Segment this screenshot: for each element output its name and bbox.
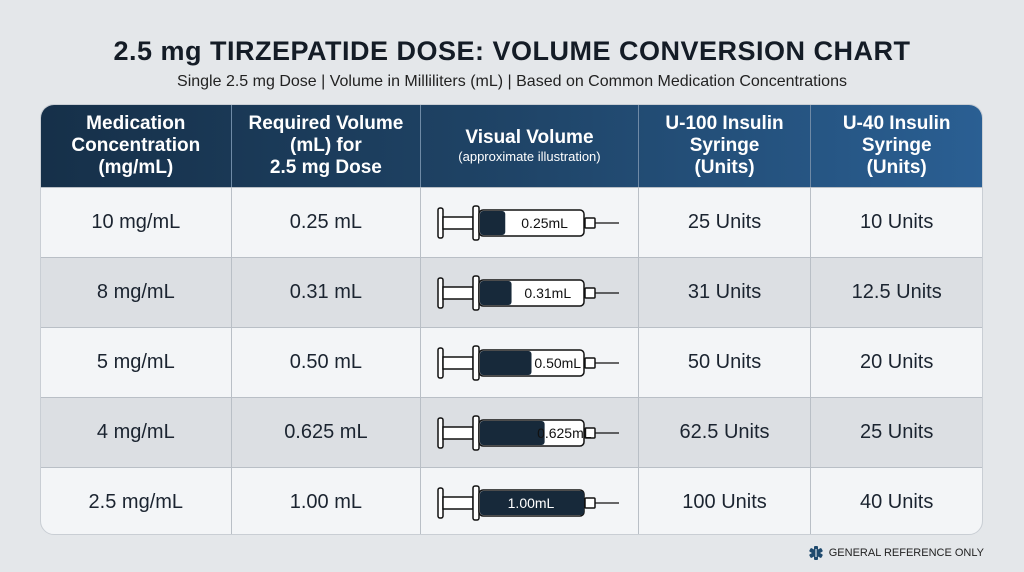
syringe-label: 0.31mL [525, 285, 572, 301]
concentration-cell: 5 mg/mL [41, 328, 232, 397]
syringe-fill [480, 280, 513, 305]
syringe-label: 0.25mL [522, 215, 569, 231]
volume-cell: 0.50 mL [232, 328, 422, 397]
visual-volume-cell: 0.625mL [421, 398, 639, 467]
u40-cell: 10 Units [859, 211, 934, 233]
syringe-label: 1.00mL [508, 495, 555, 511]
syringe-icon: 1.00mL [437, 484, 620, 521]
volume-cell: 1.00 mL [232, 468, 422, 534]
concentration-cell: 10 mg/mL [41, 188, 232, 257]
syringe-fill [480, 420, 546, 445]
page-title: 2.5 mg TIRZEPATIDE DOSE: VOLUME CONVERSI… [113, 36, 911, 66]
table-row: 8 mg/mL 0.31 mL 0.31mL 31 Units 12.5 Units [41, 257, 982, 327]
syringe-fill [480, 210, 506, 235]
medical-star-icon [809, 546, 823, 560]
disclaimer: GENERAL REFERENCE ONLY [808, 545, 984, 561]
syringe-label: 0.625mL [538, 425, 593, 441]
visual-volume-cell: 1.00mL [421, 468, 639, 534]
concentration-cell: 4 mg/mL [41, 398, 232, 467]
visual-volume-cell: 0.50mL [421, 328, 639, 397]
table-row: 2.5 mg/mL 1.00 mL 1.00mL 100 Units 40 Units [41, 467, 982, 534]
header-concentration: Medication Concentration (mg/mL) [41, 105, 232, 187]
volume-cell: 0.625 mL [232, 398, 422, 467]
syringe-icon: 0.25mL [437, 204, 620, 241]
volume-cell: 0.31 mL [232, 258, 422, 327]
u40-cell: 12.5 Units [851, 281, 942, 303]
u40-cell: 20 Units [859, 351, 934, 373]
u100-cell: 62.5 Units [639, 398, 812, 467]
volume-cell: 0.25 mL [232, 188, 422, 257]
concentration-cell: 8 mg/mL [41, 258, 232, 327]
syringe-label: 0.50mL [535, 355, 582, 371]
u100-cell: 50 Units [639, 328, 812, 397]
u100-cell: 25 Units [639, 188, 812, 257]
syringe-fill [480, 350, 532, 375]
visual-volume-cell: 0.25mL [421, 188, 639, 257]
u100-cell: 31 Units [639, 258, 812, 327]
u40-cell: 25 Units [859, 421, 934, 443]
header-volume: Required Volume (mL) for 2.5 mg Dose [232, 105, 422, 187]
page-subtitle: Single 2.5 mg Dose | Volume in Millilite… [177, 73, 847, 90]
concentration-cell: 2.5 mg/mL [41, 468, 232, 534]
syringe-icon: 0.625mL [437, 414, 620, 451]
table-row: 10 mg/mL 0.25 mL 0.25mL 25 Units 10 Units [41, 187, 982, 257]
visual-volume-cell: 0.31mL [421, 258, 639, 327]
header-u40: U-40 Insulin Syringe (Units) [842, 113, 951, 178]
syringe-icon: 0.31mL [437, 274, 620, 311]
syringe-icon: 0.50mL [437, 344, 620, 381]
conversion-table: Medication Concentration (mg/mL) Required … [40, 104, 983, 535]
header-visual: Visual Volume (approximate illustration) [421, 105, 639, 187]
table-header: Medication Concentration (mg/mL) Required … [41, 105, 982, 187]
u40-cell: 40 Units [859, 491, 934, 513]
syringe-fill [480, 490, 585, 515]
header-u100: U-100 Insulin Syringe (Units) [639, 105, 812, 187]
table-row: 4 mg/mL 0.625 mL 0.625mL 62.5 Units 25 Unit… [41, 397, 982, 467]
table-row: 5 mg/mL 0.50 mL 0.50mL 50 Units 20 Units [41, 327, 982, 397]
u100-cell: 100 Units [639, 468, 812, 534]
